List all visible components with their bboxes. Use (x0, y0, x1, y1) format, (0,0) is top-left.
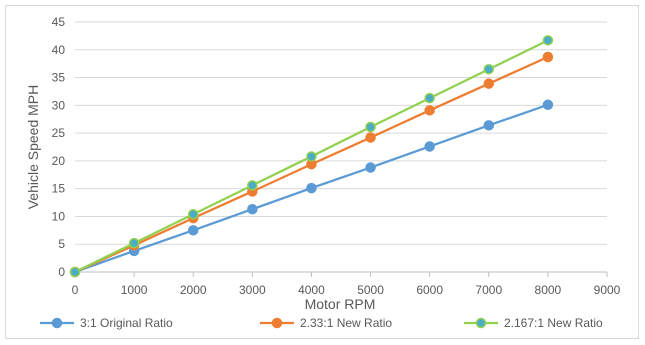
y-axis-title: Vehicle Speed MPH (25, 85, 41, 210)
series-3-point (128, 237, 140, 249)
y-tick-label: 30 (52, 98, 66, 112)
x-tick-label: 5000 (357, 283, 384, 297)
x-tick-label: 1000 (121, 283, 148, 297)
x-tick-label: 2000 (180, 283, 207, 297)
y-tick-label: 35 (52, 71, 66, 85)
series-1-point (424, 141, 435, 152)
legend: 3:1 Original Ratio 2.33:1 New Ratio 2.167:… (40, 316, 603, 330)
legend-marker (51, 317, 63, 329)
x-tick-label: 6000 (416, 283, 443, 297)
series-3-point (424, 92, 435, 104)
series-3-point (247, 180, 258, 191)
gridlines (75, 21, 607, 245)
series-layer (69, 35, 554, 278)
legend-item: 2.33:1 New Ratio (260, 316, 392, 330)
legend-marker (475, 317, 487, 329)
x-tick-label: 0 (72, 283, 79, 297)
series-3-point (306, 151, 317, 162)
series-3-point (483, 63, 495, 75)
series-3-point (365, 121, 376, 133)
x-tick-label: 7000 (475, 283, 502, 297)
series-1-point (483, 120, 495, 131)
legend-label: 3:1 Original Ratio (80, 316, 173, 330)
series-3-point (542, 35, 554, 46)
y-tick-label: 15 (52, 182, 66, 196)
x-tick-label: 9000 (594, 283, 621, 297)
x-tick-label: 4000 (298, 283, 325, 297)
legend-marker (271, 317, 283, 329)
y-tick-label: 5 (58, 237, 65, 251)
y-tick-label: 0 (58, 265, 65, 279)
x-tick-label: 3000 (239, 283, 266, 297)
series-1-point (542, 99, 554, 111)
series-2-point (424, 105, 435, 116)
legend-item: 3:1 Original Ratio (40, 316, 173, 330)
series-1-point (365, 162, 376, 173)
y-tick-label: 25 (52, 126, 66, 140)
y-tick-label: 20 (52, 154, 66, 168)
legend-label: 2.167:1 New Ratio (504, 316, 603, 330)
series-1-point (306, 182, 317, 194)
x-tick-label: 8000 (535, 283, 562, 297)
axes: 0 5 10 15 20 25 30 35 40 45 0 1000 2000 3000 4000 5000 6… (52, 15, 621, 297)
series-1-point (187, 225, 199, 236)
legend-item: 2.167:1 New Ratio (464, 316, 603, 330)
x-axis-title: Motor RPM (305, 296, 376, 312)
series-3-point (187, 208, 199, 220)
chart-frame (5, 5, 639, 339)
series-2-point (365, 132, 376, 143)
y-tick-label: 45 (52, 15, 66, 29)
series-2-point (542, 51, 554, 63)
series-3-point (69, 266, 81, 278)
y-tick-label: 40 (52, 43, 66, 57)
series-2-point (483, 78, 495, 89)
legend-label: 2.33:1 New Ratio (300, 316, 392, 330)
series-1-point (247, 203, 258, 215)
y-tick-label: 10 (52, 209, 66, 223)
